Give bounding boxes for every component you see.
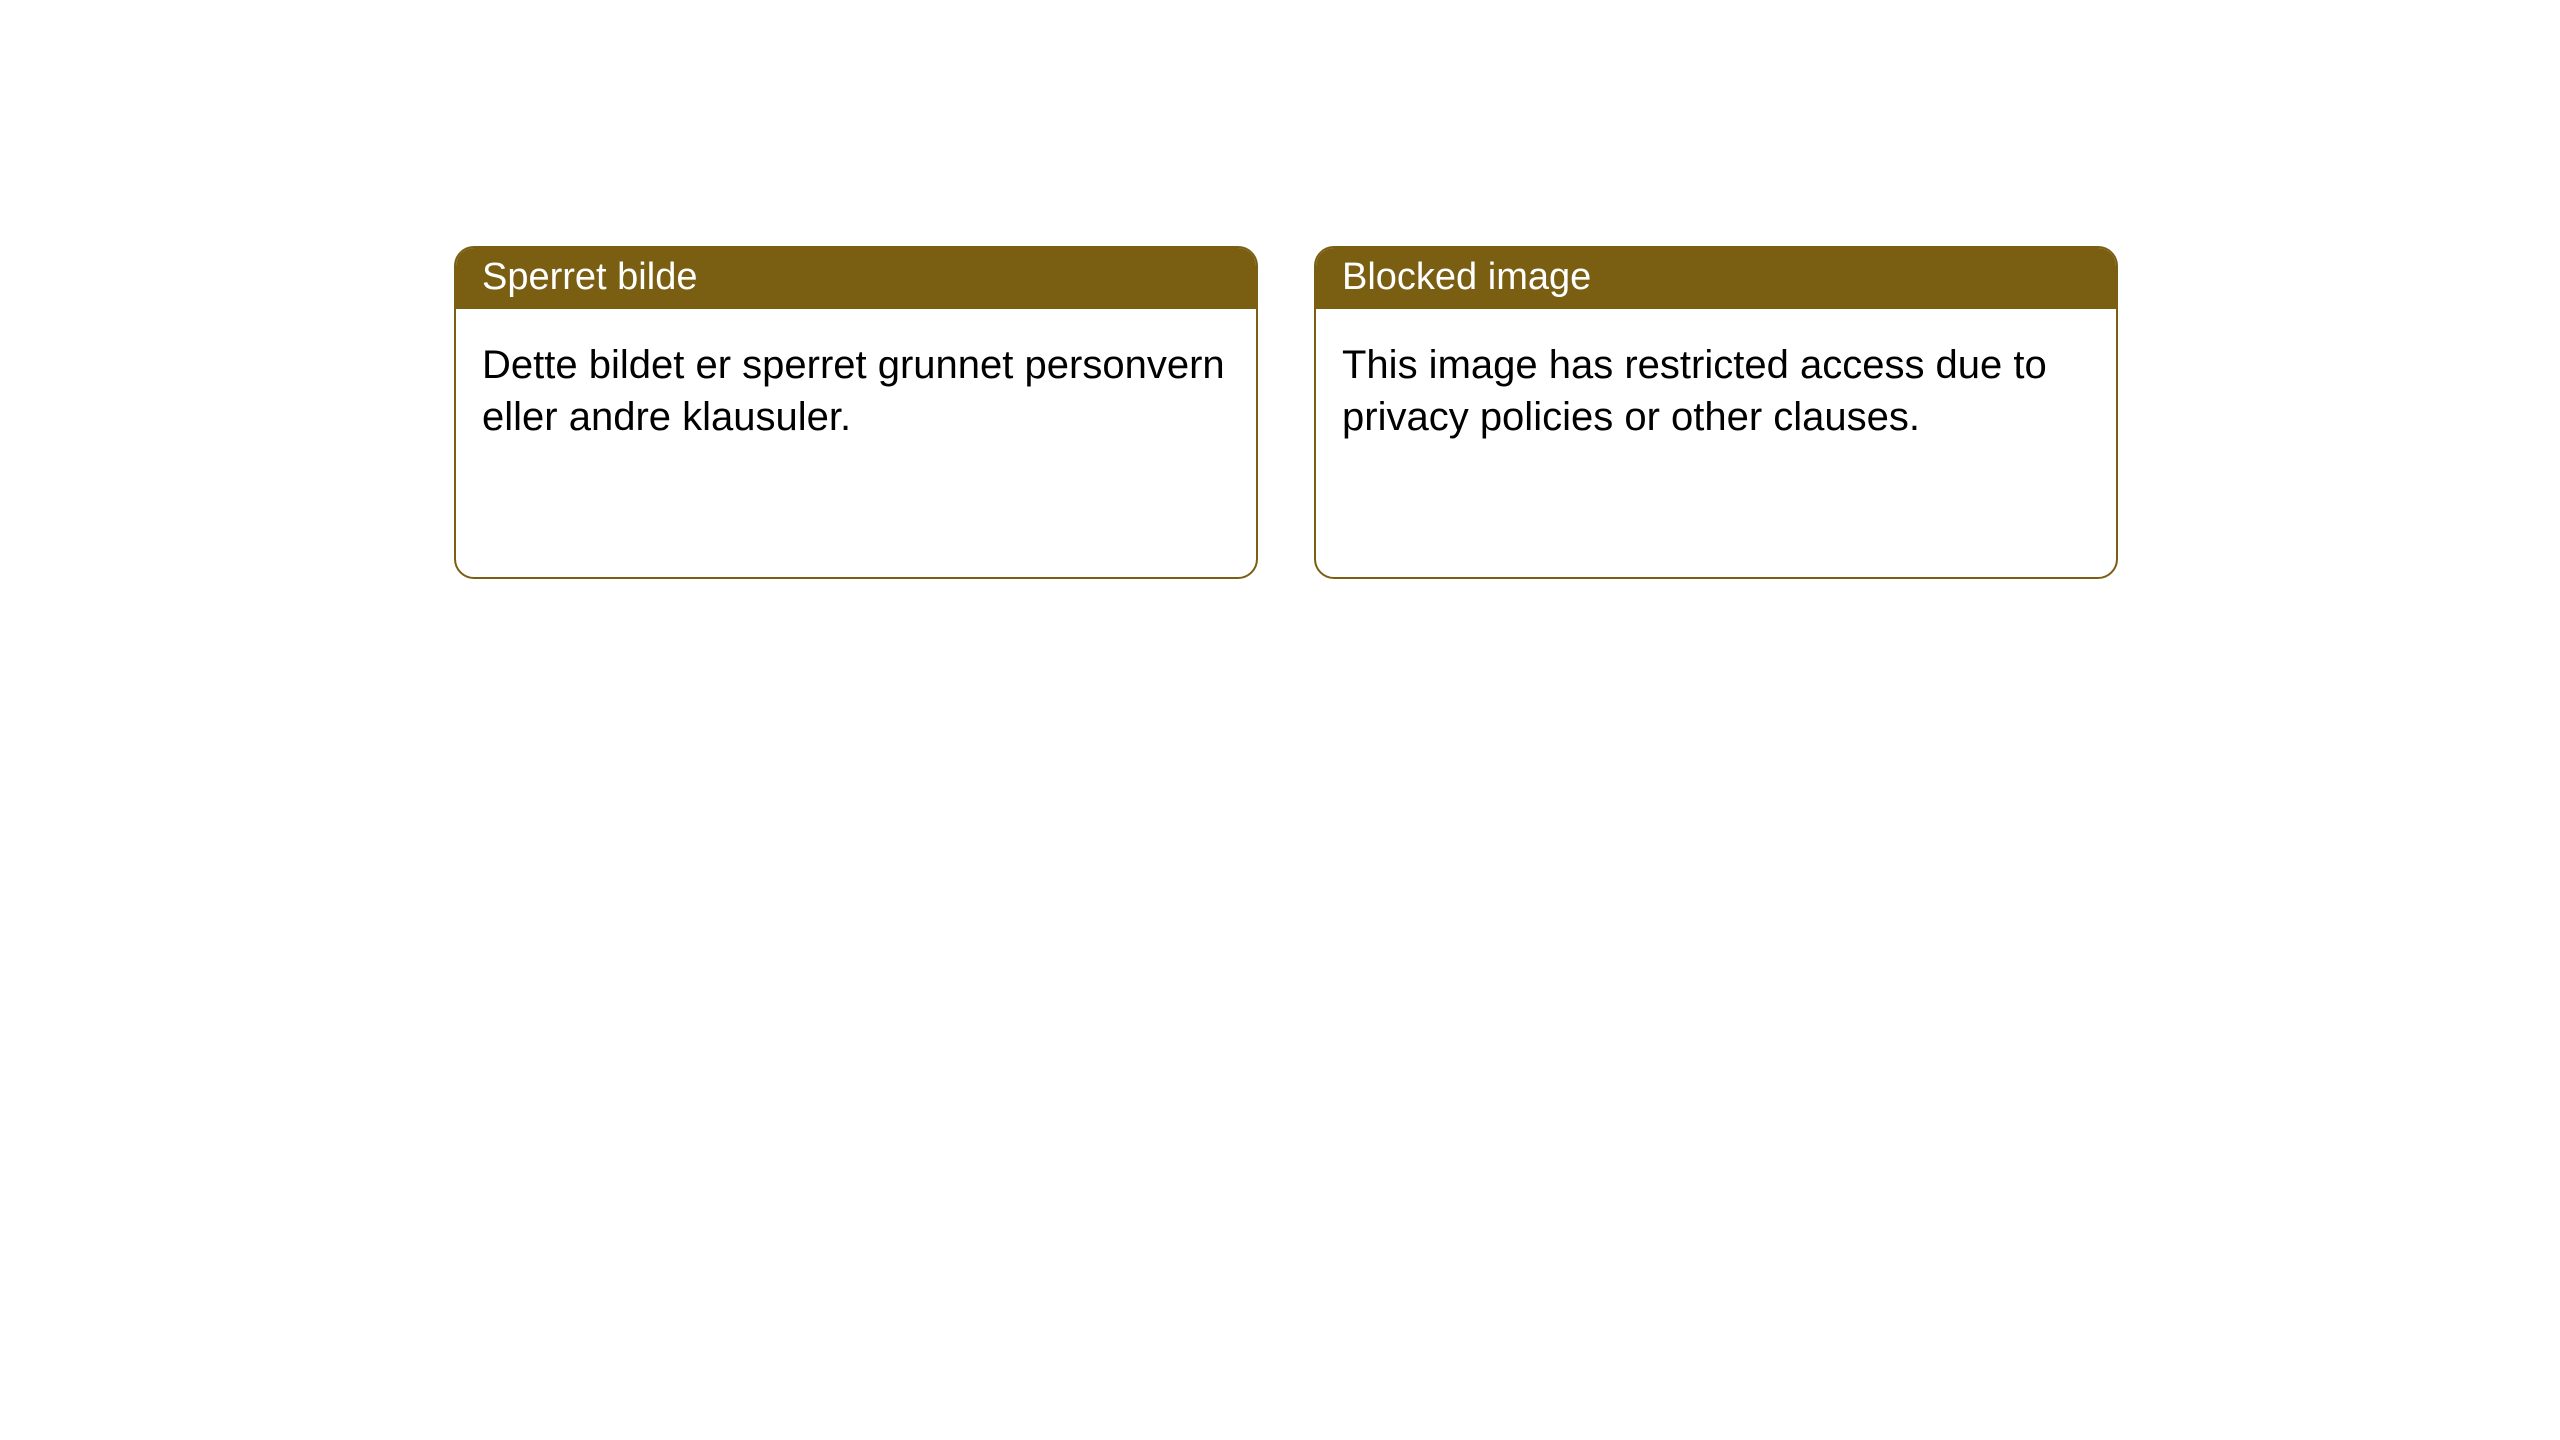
notice-card-norwegian: Sperret bilde Dette bildet er sperret gr… xyxy=(454,246,1258,579)
notice-card-english: Blocked image This image has restricted … xyxy=(1314,246,2118,579)
notice-body-norwegian: Dette bildet er sperret grunnet personve… xyxy=(456,309,1256,473)
notice-body-english: This image has restricted access due to … xyxy=(1316,309,2116,473)
notice-container: Sperret bilde Dette bildet er sperret gr… xyxy=(0,0,2560,579)
notice-header-norwegian: Sperret bilde xyxy=(456,248,1256,309)
notice-header-english: Blocked image xyxy=(1316,248,2116,309)
